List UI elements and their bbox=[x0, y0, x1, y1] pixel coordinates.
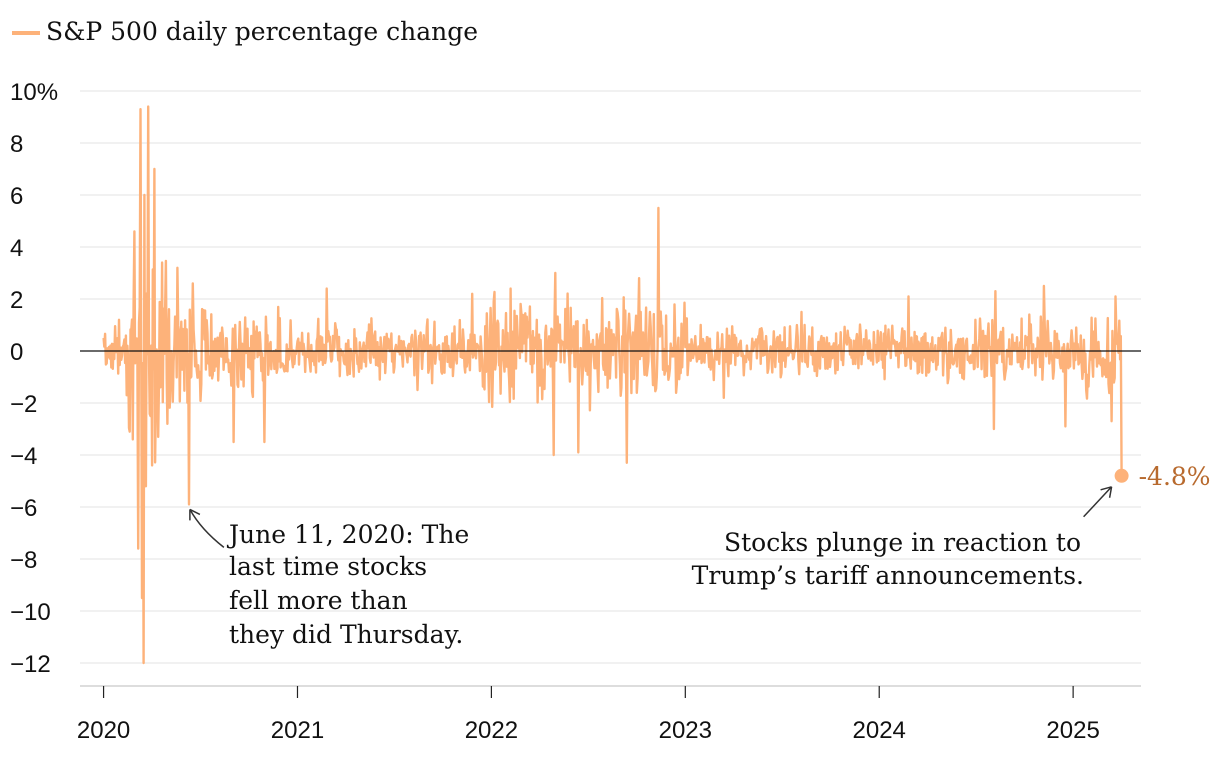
final-point-label: -4.8% bbox=[1139, 462, 1211, 491]
annotation-line: Stocks plunge in reaction to bbox=[724, 528, 1081, 557]
x-tick-label: 2021 bbox=[271, 717, 324, 744]
final-point-dot bbox=[1114, 468, 1129, 483]
y-tick-label: −2 bbox=[10, 391, 37, 418]
y-tick-label: 0 bbox=[10, 339, 23, 366]
annotation-tariffs: Stocks plunge in reaction to Trump’s tar… bbox=[692, 486, 1113, 590]
annotation-arrow bbox=[189, 508, 225, 548]
annotation-line: last time stocks bbox=[229, 552, 427, 581]
y-tick-label: −12 bbox=[10, 651, 51, 678]
y-tick-label: −8 bbox=[10, 547, 37, 574]
legend-label: S&P 500 daily percentage change bbox=[46, 17, 478, 46]
y-tick-label: 10% bbox=[10, 79, 58, 106]
x-tick-label: 2023 bbox=[659, 717, 712, 744]
x-tick-label: 2020 bbox=[77, 717, 130, 744]
series-line bbox=[102, 105, 1123, 665]
y-tick-label: 2 bbox=[10, 287, 23, 314]
x-tick-label: 2022 bbox=[465, 717, 518, 744]
legend: S&P 500 daily percentage change bbox=[12, 17, 478, 46]
y-tick-label: −10 bbox=[10, 599, 51, 626]
y-tick-label: −6 bbox=[10, 495, 37, 522]
y-tick-label: 8 bbox=[10, 131, 23, 158]
series-layer bbox=[102, 105, 1123, 665]
annotation-arrow bbox=[1083, 486, 1113, 518]
x-tick-label: 2024 bbox=[853, 717, 906, 744]
gridlines bbox=[80, 90, 1141, 664]
y-axis-ticks: 10% 8 6 4 2 0 −2 −4 −6 −8 −10 −12 bbox=[10, 79, 58, 678]
annotation-june-2020: June 11, 2020: The last time stocks fell… bbox=[189, 508, 469, 649]
annotation-line: fell more than bbox=[229, 586, 408, 615]
x-tick-label: 2025 bbox=[1046, 717, 1099, 744]
annotation-line: Trump’s tariff announcements. bbox=[692, 561, 1084, 590]
y-tick-label: 6 bbox=[10, 183, 23, 210]
x-axis-ticks: 2020 2021 2022 2023 2024 2025 bbox=[77, 686, 1100, 744]
annotation-line: June 11, 2020: The bbox=[226, 520, 469, 549]
annotation-line: they did Thursday. bbox=[229, 620, 463, 649]
y-tick-label: −4 bbox=[10, 443, 37, 470]
y-tick-label: 4 bbox=[10, 235, 23, 262]
